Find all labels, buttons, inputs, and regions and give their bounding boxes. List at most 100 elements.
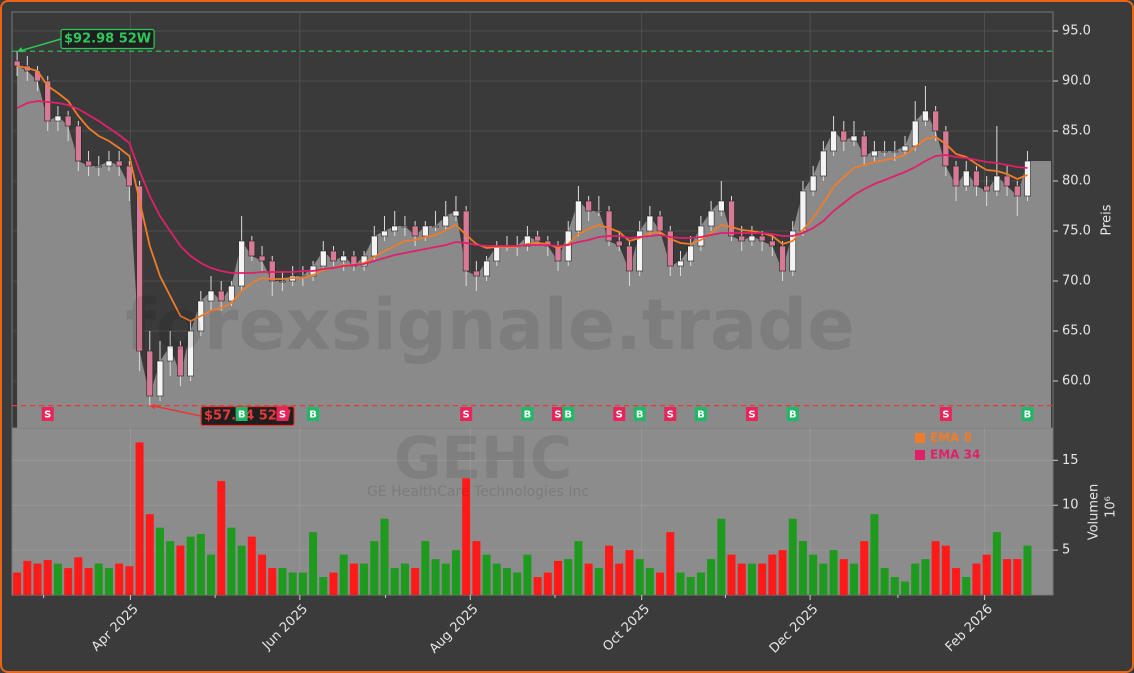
volume-bar: [451, 550, 460, 595]
candle-body: [707, 210, 715, 227]
volume-bar: [564, 559, 573, 595]
candle-body: [64, 115, 72, 127]
volume-bar: [982, 554, 991, 595]
candle-body: [1003, 175, 1011, 187]
candle-body: [585, 200, 592, 212]
signal-marker: [307, 407, 320, 421]
volume-axis-label: Volumen: [1087, 484, 1102, 541]
candle-body: [493, 245, 501, 262]
volume-bar: [962, 577, 971, 595]
volume-bar: [155, 527, 164, 595]
candle-body: [524, 235, 531, 247]
signal-label: B: [636, 410, 644, 421]
candle-body: [820, 150, 827, 177]
volume-bar: [33, 563, 42, 595]
volume-bar: [1013, 559, 1022, 595]
volume-tick-label: 5: [1062, 543, 1070, 558]
volume-bar: [176, 545, 185, 595]
volume-tick-label: 15: [1062, 453, 1079, 468]
candle-body: [646, 215, 654, 232]
volume-bar: [972, 563, 981, 595]
volume-bar: [952, 568, 961, 595]
candle-body: [462, 210, 470, 272]
candle-body: [85, 160, 92, 167]
candle-body: [636, 230, 643, 272]
volume-bar: [258, 554, 267, 595]
candle-body: [871, 150, 878, 157]
volume-bar: [298, 572, 307, 595]
signal-marker: [41, 407, 54, 421]
volume-bar: [431, 559, 440, 595]
level-label: $92.98 52W: [64, 32, 151, 47]
volume-bar: [502, 568, 511, 595]
volume-bar: [74, 557, 83, 595]
price-layer: [12, 12, 1053, 428]
candle-body: [105, 160, 113, 167]
y-tick-label: 75.0: [1062, 224, 1091, 239]
volume-bar: [992, 532, 1001, 595]
volume-unit: 10⁶: [1104, 496, 1119, 518]
candle-body: [126, 165, 133, 187]
volume-bar: [360, 563, 369, 595]
candle-body: [340, 255, 347, 262]
candle-body: [54, 115, 62, 122]
volume-bar: [686, 577, 695, 595]
volume-bar: [921, 559, 930, 595]
candle-body: [381, 230, 388, 237]
volume-bar: [84, 568, 93, 595]
candle-body: [769, 240, 776, 247]
candle-body: [789, 230, 797, 272]
volume-bar: [931, 541, 940, 595]
candle-body: [809, 175, 817, 192]
candle-body: [13, 60, 21, 67]
volume-bar: [64, 568, 73, 595]
candle-body: [258, 255, 266, 262]
candle-body: [371, 235, 378, 257]
signal-label: S: [748, 410, 755, 421]
candle-body: [932, 110, 939, 132]
volume-bar: [145, 514, 154, 595]
volume-bar: [237, 545, 246, 595]
legend-label: EMA 8: [930, 431, 972, 445]
signal-marker: [939, 407, 952, 421]
candle-body: [422, 225, 429, 237]
signal-marker: [633, 407, 646, 421]
candle-body: [605, 210, 613, 242]
signal-label: B: [789, 410, 797, 421]
volume-bar: [472, 541, 481, 595]
volume-bar: [125, 566, 134, 595]
candle-body: [677, 260, 684, 267]
candle-body: [830, 130, 837, 152]
volume-bar: [798, 541, 807, 595]
volume-bar: [778, 550, 787, 595]
level-arrow: [151, 404, 202, 417]
volume-bar: [615, 563, 624, 595]
watermark: forexsignale.trade: [125, 284, 854, 366]
candle-body: [248, 240, 256, 257]
volume-bar: [462, 478, 471, 595]
signal-label: S: [279, 410, 286, 421]
signal-label: S: [942, 410, 949, 421]
candle-body: [473, 270, 480, 277]
candle-body: [279, 280, 286, 283]
level-arrowhead: [149, 403, 156, 410]
candle-body: [901, 145, 909, 152]
volume-bar: [370, 541, 379, 595]
volume-bar: [288, 572, 297, 595]
signal-marker: [1021, 407, 1034, 421]
volume-bar: [411, 568, 420, 595]
candle-body: [626, 245, 633, 272]
candle-body: [483, 260, 490, 277]
candle-body: [228, 285, 235, 302]
volume-bar: [482, 554, 491, 595]
volume-bar: [227, 527, 236, 595]
candle-body: [718, 200, 725, 212]
candle-body: [115, 160, 123, 167]
volume-bar: [135, 442, 144, 595]
watermark-company: GE HealthCare Technologies Inc: [367, 484, 589, 500]
signal-label: B: [564, 410, 572, 421]
volume-bar: [594, 568, 603, 595]
candle-body: [575, 200, 582, 232]
signal-marker: [460, 407, 473, 421]
